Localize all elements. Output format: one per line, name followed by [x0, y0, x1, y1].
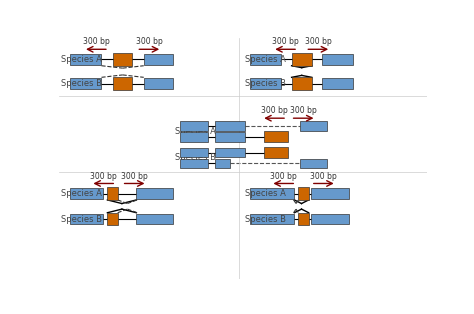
FancyBboxPatch shape: [113, 77, 132, 90]
FancyBboxPatch shape: [181, 148, 208, 157]
FancyBboxPatch shape: [299, 213, 309, 225]
Text: 300 bp: 300 bp: [310, 171, 337, 181]
FancyBboxPatch shape: [137, 188, 173, 199]
FancyBboxPatch shape: [113, 53, 132, 66]
FancyBboxPatch shape: [70, 188, 103, 199]
Text: Species A: Species A: [61, 189, 102, 198]
FancyBboxPatch shape: [70, 78, 101, 89]
FancyBboxPatch shape: [311, 188, 349, 199]
FancyBboxPatch shape: [108, 213, 118, 225]
FancyBboxPatch shape: [144, 54, 173, 65]
Text: 300 bp: 300 bp: [272, 37, 299, 46]
Text: 300 bp: 300 bp: [261, 106, 288, 115]
Text: 300 bp: 300 bp: [121, 171, 148, 181]
Text: 300 bp: 300 bp: [136, 37, 163, 46]
FancyBboxPatch shape: [181, 132, 208, 142]
FancyBboxPatch shape: [215, 159, 230, 168]
Text: Species B: Species B: [61, 214, 102, 224]
Text: Species B: Species B: [245, 79, 286, 88]
FancyBboxPatch shape: [300, 159, 328, 168]
FancyBboxPatch shape: [215, 121, 245, 131]
FancyBboxPatch shape: [70, 54, 101, 65]
FancyBboxPatch shape: [250, 54, 282, 65]
Text: Species A: Species A: [175, 127, 216, 136]
FancyBboxPatch shape: [144, 78, 173, 89]
FancyBboxPatch shape: [300, 121, 328, 131]
Text: Species B: Species B: [61, 79, 102, 88]
FancyBboxPatch shape: [292, 53, 312, 66]
FancyBboxPatch shape: [181, 159, 208, 168]
FancyBboxPatch shape: [250, 214, 294, 224]
FancyBboxPatch shape: [250, 78, 282, 89]
FancyBboxPatch shape: [299, 187, 309, 200]
Text: Species A: Species A: [245, 55, 286, 64]
Text: 300 bp: 300 bp: [305, 37, 332, 46]
Text: Species B: Species B: [245, 214, 286, 224]
FancyBboxPatch shape: [137, 214, 173, 224]
FancyBboxPatch shape: [322, 54, 353, 65]
FancyBboxPatch shape: [311, 214, 349, 224]
FancyBboxPatch shape: [70, 214, 103, 224]
FancyBboxPatch shape: [108, 187, 118, 200]
Text: Species A: Species A: [61, 55, 102, 64]
Text: 300 bp: 300 bp: [82, 37, 109, 46]
FancyBboxPatch shape: [264, 147, 288, 158]
FancyBboxPatch shape: [322, 78, 353, 89]
Text: Species A: Species A: [245, 189, 286, 198]
FancyBboxPatch shape: [292, 77, 312, 90]
FancyBboxPatch shape: [250, 188, 294, 199]
Text: 300 bp: 300 bp: [90, 171, 117, 181]
Text: 300 bp: 300 bp: [270, 171, 297, 181]
Text: Species B: Species B: [175, 154, 216, 162]
FancyBboxPatch shape: [215, 148, 245, 157]
FancyBboxPatch shape: [264, 131, 288, 143]
FancyBboxPatch shape: [215, 132, 245, 142]
FancyBboxPatch shape: [181, 121, 208, 131]
Text: 300 bp: 300 bp: [290, 106, 317, 115]
